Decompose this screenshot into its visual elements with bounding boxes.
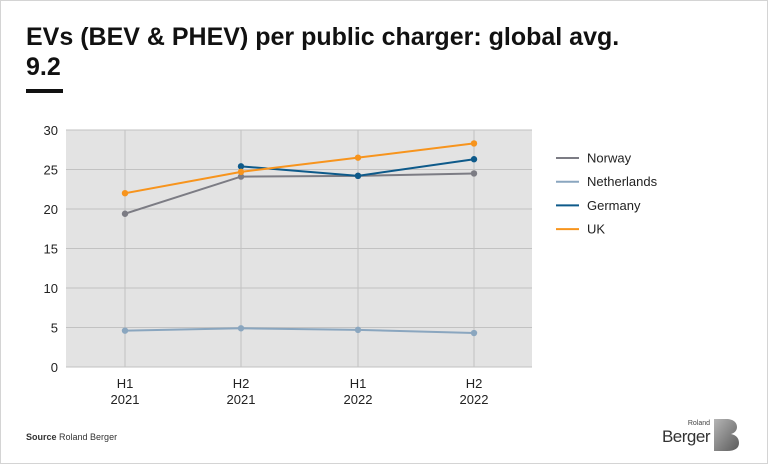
legend-label: Netherlands xyxy=(587,174,658,189)
series-line-norway xyxy=(124,172,475,215)
data-point-germany xyxy=(237,163,245,170)
y-tick-label: 20 xyxy=(44,202,58,217)
x-tick-label: 2021 xyxy=(227,392,256,407)
x-tick-label: 2022 xyxy=(460,392,489,407)
data-point-germany xyxy=(470,156,478,163)
data-point-netherlands xyxy=(237,325,245,332)
series-line-uk xyxy=(124,142,475,195)
x-tick-label: 2021 xyxy=(111,392,140,407)
data-point-uk xyxy=(354,154,362,161)
y-tick-label: 10 xyxy=(44,281,58,296)
legend-label: Norway xyxy=(587,151,632,166)
source-label: Source xyxy=(26,432,57,442)
data-point-germany xyxy=(354,172,362,180)
data-point-netherlands xyxy=(354,326,362,334)
y-tick-label: 15 xyxy=(44,242,58,257)
data-point-norway xyxy=(237,173,245,180)
data-point-uk xyxy=(470,140,478,147)
logo-mark-icon xyxy=(714,419,739,451)
data-point-netherlands xyxy=(470,329,478,337)
data-point-uk xyxy=(237,168,245,176)
source-note: Source Roland Berger xyxy=(26,432,117,442)
legend-label: UK xyxy=(587,222,605,237)
data-point-netherlands xyxy=(121,327,129,334)
source-text: Roland Berger xyxy=(59,432,118,442)
series-line-netherlands xyxy=(124,327,475,335)
logo-line1: Roland xyxy=(687,420,710,427)
x-tick-label: H1 xyxy=(117,376,134,391)
data-point-norway xyxy=(121,210,129,217)
x-tick-label: H1 xyxy=(350,376,367,391)
y-tick-label: 30 xyxy=(44,123,58,138)
y-tick-label: 5 xyxy=(51,321,58,336)
logo-line2: Berger xyxy=(661,427,711,446)
x-tick-label: 2022 xyxy=(344,392,373,407)
data-point-uk xyxy=(121,190,129,197)
title-underline xyxy=(26,89,63,93)
x-tick-label: H2 xyxy=(233,376,250,391)
legend-label: Germany xyxy=(587,198,641,213)
chart-title: EVs (BEV & PHEV) per public charger: glo… xyxy=(26,23,620,81)
data-point-norway xyxy=(470,170,478,177)
x-tick-label: H2 xyxy=(466,376,483,391)
roland-berger-logo: Roland Berger xyxy=(662,414,746,454)
y-tick-label: 0 xyxy=(51,360,58,375)
y-tick-label: 25 xyxy=(44,163,58,178)
